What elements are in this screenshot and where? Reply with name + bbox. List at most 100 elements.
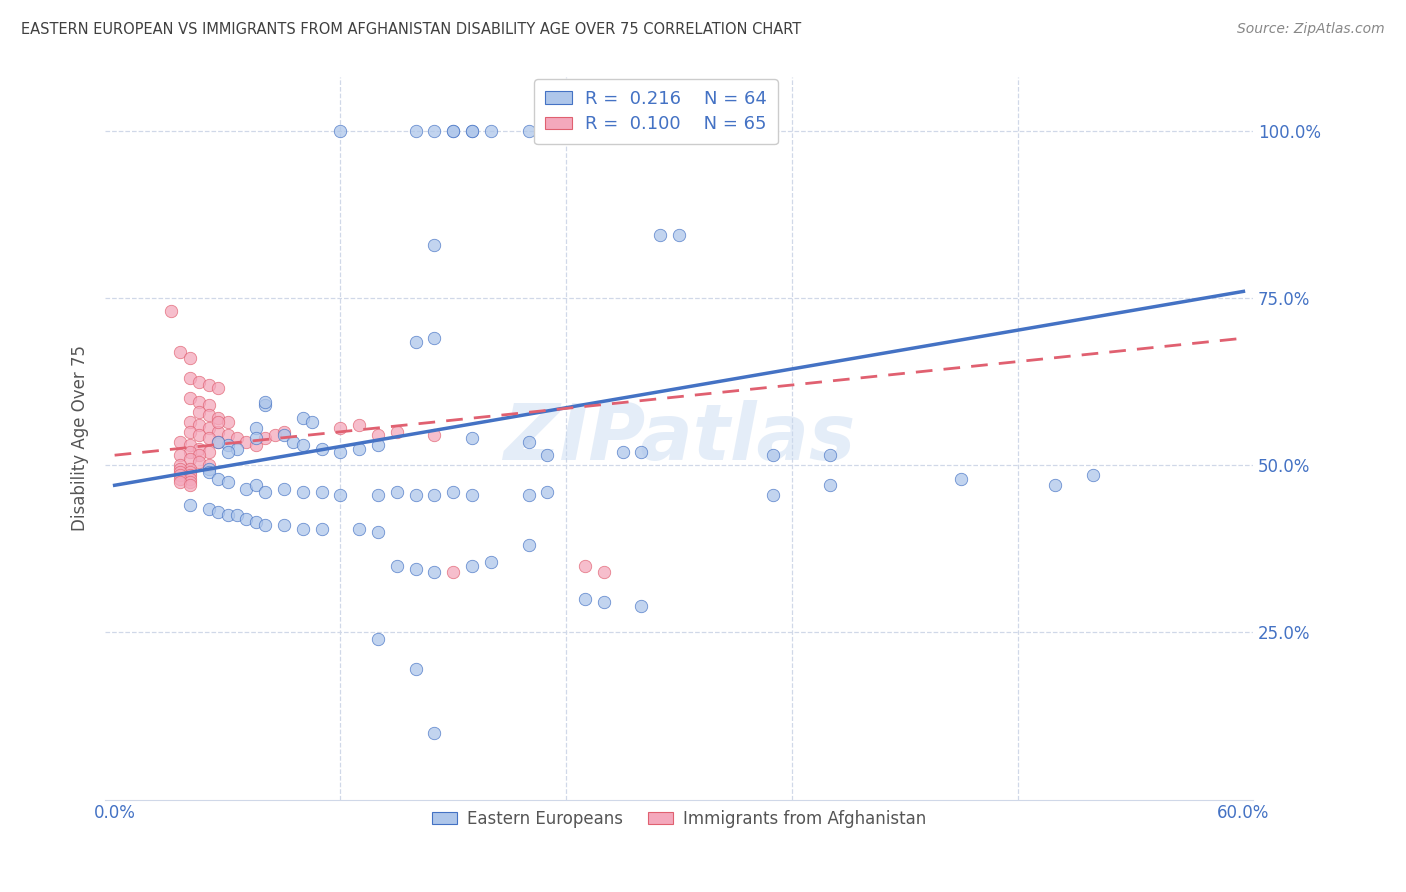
Point	[188, 428, 211, 442]
Point	[179, 438, 201, 452]
Point	[217, 475, 239, 489]
Point	[423, 124, 446, 138]
Point	[818, 448, 841, 462]
Point	[197, 398, 219, 412]
Point	[461, 558, 484, 573]
Point	[405, 488, 427, 502]
Point	[188, 405, 211, 419]
Point	[329, 488, 352, 502]
Point	[197, 421, 219, 435]
Point	[574, 591, 596, 606]
Point	[367, 428, 389, 442]
Point	[169, 465, 191, 479]
Point	[650, 227, 672, 242]
Point	[217, 508, 239, 523]
Point	[225, 432, 247, 446]
Point	[197, 408, 219, 422]
Point	[235, 482, 257, 496]
Point	[329, 421, 352, 435]
Point	[762, 488, 785, 502]
Point	[169, 461, 191, 475]
Point	[592, 565, 614, 579]
Point	[179, 392, 201, 406]
Point	[461, 124, 484, 138]
Point	[225, 508, 247, 523]
Point	[217, 445, 239, 459]
Point	[291, 522, 314, 536]
Point	[188, 442, 211, 456]
Point	[441, 565, 464, 579]
Point	[291, 411, 314, 425]
Point	[254, 398, 277, 412]
Point	[291, 438, 314, 452]
Point	[405, 662, 427, 676]
Point	[329, 445, 352, 459]
Point	[273, 518, 295, 533]
Point	[179, 425, 201, 439]
Point	[197, 445, 219, 459]
Point	[818, 478, 841, 492]
Point	[207, 472, 229, 486]
Point	[207, 415, 229, 429]
Point	[385, 485, 408, 500]
Point	[235, 512, 257, 526]
Point	[367, 525, 389, 540]
Point	[273, 482, 295, 496]
Point	[301, 415, 323, 429]
Point	[517, 488, 540, 502]
Point	[169, 344, 191, 359]
Point	[160, 304, 183, 318]
Point	[179, 461, 201, 475]
Point	[254, 485, 277, 500]
Point	[311, 485, 333, 500]
Point	[1045, 478, 1067, 492]
Point	[179, 478, 201, 492]
Point	[188, 394, 211, 409]
Point	[423, 725, 446, 739]
Point	[517, 124, 540, 138]
Point	[169, 472, 191, 486]
Point	[367, 632, 389, 646]
Point	[179, 465, 201, 479]
Text: EASTERN EUROPEAN VS IMMIGRANTS FROM AFGHANISTAN DISABILITY AGE OVER 75 CORRELATI: EASTERN EUROPEAN VS IMMIGRANTS FROM AFGH…	[21, 22, 801, 37]
Point	[179, 371, 201, 385]
Point	[245, 432, 267, 446]
Point	[197, 432, 219, 446]
Text: ZIPatlas: ZIPatlas	[503, 401, 855, 476]
Point	[347, 522, 370, 536]
Point	[536, 485, 558, 500]
Point	[207, 381, 229, 395]
Point	[188, 375, 211, 389]
Point	[612, 445, 634, 459]
Point	[217, 415, 239, 429]
Point	[188, 418, 211, 433]
Point	[235, 434, 257, 449]
Point	[197, 378, 219, 392]
Point	[188, 448, 211, 462]
Point	[169, 458, 191, 473]
Point	[245, 421, 267, 435]
Point	[169, 475, 191, 489]
Point	[405, 562, 427, 576]
Point	[592, 595, 614, 609]
Legend: Eastern Europeans, Immigrants from Afghanistan: Eastern Europeans, Immigrants from Afgha…	[425, 803, 932, 835]
Point	[441, 124, 464, 138]
Point	[179, 351, 201, 366]
Point	[441, 124, 464, 138]
Point	[254, 432, 277, 446]
Point	[179, 472, 201, 486]
Point	[179, 499, 201, 513]
Point	[423, 331, 446, 345]
Point	[179, 451, 201, 466]
Point	[347, 442, 370, 456]
Point	[179, 475, 201, 489]
Point	[225, 442, 247, 456]
Point	[197, 501, 219, 516]
Point	[197, 458, 219, 473]
Point	[385, 558, 408, 573]
Point	[441, 485, 464, 500]
Point	[179, 445, 201, 459]
Point	[197, 465, 219, 479]
Point	[461, 432, 484, 446]
Point	[207, 505, 229, 519]
